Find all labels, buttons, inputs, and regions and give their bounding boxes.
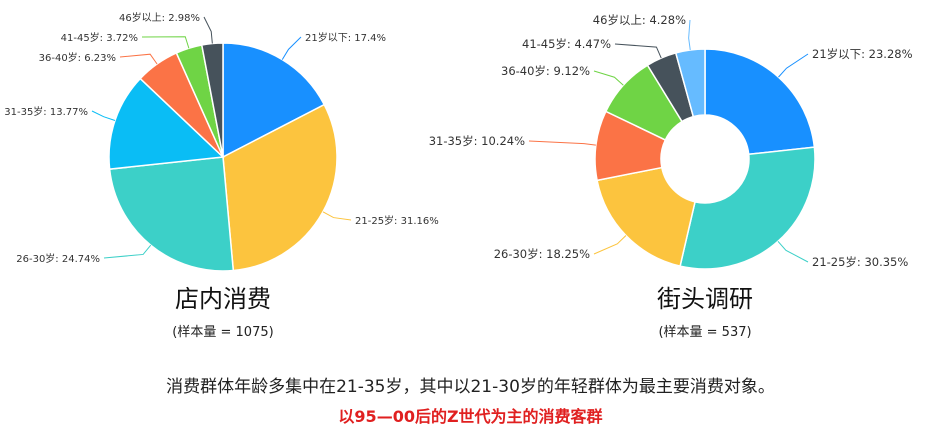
slice-label-7: 46岁以上: 4.28%: [593, 13, 686, 27]
slice-label-1: 21岁以下: 23.28%: [812, 47, 913, 61]
slice-label-3: 26-30岁: 18.25%: [494, 247, 590, 261]
leader-line-7: [688, 19, 691, 51]
leader-line-4: [528, 140, 596, 146]
leader-line-7: [203, 16, 213, 44]
summary-text: 消费群体年龄多集中在21-35岁，其中以21-30岁的年轻群体为最主要消费对象。: [166, 377, 775, 397]
chart-title: 街头调研: [657, 285, 753, 313]
pie-slice-3: [108, 156, 235, 272]
slice-label-3: 26-30岁: 24.74%: [16, 252, 100, 265]
leader-line-3: [593, 235, 627, 255]
slice-label-7: 46岁以上: 2.98%: [119, 11, 200, 24]
highlight-text: 以95—00后的Z世代为主的消费客群: [338, 407, 603, 426]
leader-line-3: [103, 244, 152, 259]
slice-label-4: 31-35岁: 10.24%: [429, 134, 525, 148]
pie-slice-1: [704, 48, 816, 156]
slice-label-5: 36-40岁: 6.23%: [39, 51, 116, 64]
slice-label-1: 21岁以下: 17.4%: [305, 31, 386, 44]
slice-label-6: 41-45岁: 4.47%: [522, 37, 611, 51]
slice-label-4: 31-35岁: 13.77%: [4, 105, 88, 118]
chart-in-store: 21岁以下: 17.4% 21-25岁: 31.16% 26-30岁: 24.74%…: [4, 11, 439, 340]
chart-subtitle: (样本量 = 537): [658, 325, 751, 340]
slice-label-6: 41-45岁: 3.72%: [61, 31, 138, 44]
chart-street-survey: 21岁以下: 23.28% 21-25岁: 30.35% 26-30岁: 18.25…: [429, 13, 913, 340]
leader-line-2: [322, 211, 352, 221]
leader-line-2: [777, 240, 809, 263]
slice-label-2: 21-25岁: 30.35%: [812, 255, 908, 269]
pie-slice-1: [222, 42, 326, 159]
pie-slice-4: [108, 77, 225, 170]
pie-slice-7: [674, 48, 706, 118]
slice-label-2: 21-25岁: 31.16%: [355, 214, 439, 227]
leader-line-5: [593, 70, 624, 86]
leader-line-6: [141, 36, 190, 49]
chart-title: 店内消费: [175, 285, 271, 313]
leader-line-6: [614, 43, 662, 59]
leader-line-5: [119, 53, 158, 65]
pie-slice-3: [596, 166, 696, 268]
pie-slice-2: [679, 146, 816, 270]
leader-line-4: [91, 110, 116, 121]
leader-line-1: [281, 36, 302, 60]
slice-label-5: 36-40岁: 9.12%: [501, 64, 590, 78]
leader-line-1: [778, 53, 809, 78]
chart-subtitle: (样本量 = 1075): [172, 325, 273, 340]
